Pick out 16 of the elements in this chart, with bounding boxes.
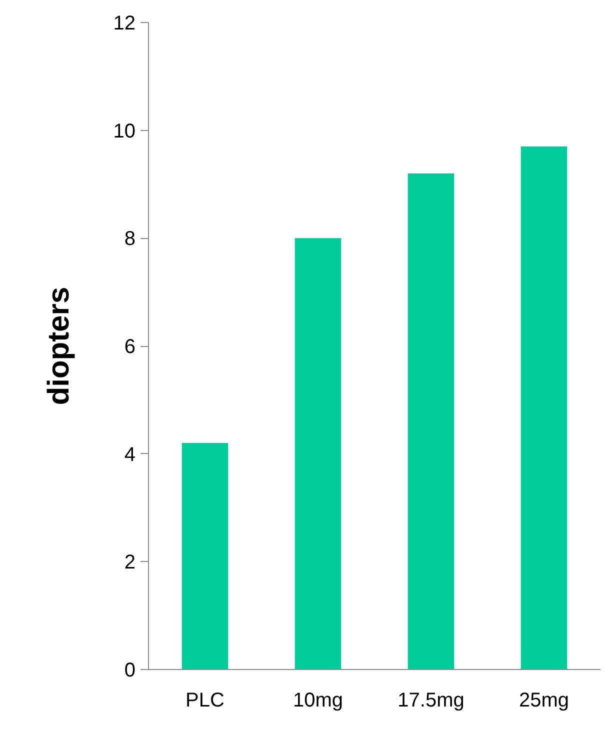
bar <box>408 173 454 670</box>
y-tick-label: 4 <box>124 444 136 466</box>
y-tick-label: 12 <box>113 12 136 34</box>
bar <box>294 238 342 670</box>
y-tick-label: 10 <box>113 120 136 142</box>
y-tick-label: 6 <box>124 336 136 358</box>
x-tick-label: 25mg <box>518 690 570 712</box>
x-tick-label: PLC <box>186 690 224 712</box>
x-tick-label: 17.5mg <box>398 690 464 712</box>
y-tick-label: 8 <box>124 228 136 250</box>
y-tick-label: 2 <box>124 552 136 574</box>
y-tick-label: 0 <box>124 660 136 682</box>
bar <box>182 443 228 670</box>
bar <box>520 146 568 670</box>
x-tick-label: 10mg <box>292 690 344 712</box>
y-axis-title: diopters <box>42 286 76 406</box>
